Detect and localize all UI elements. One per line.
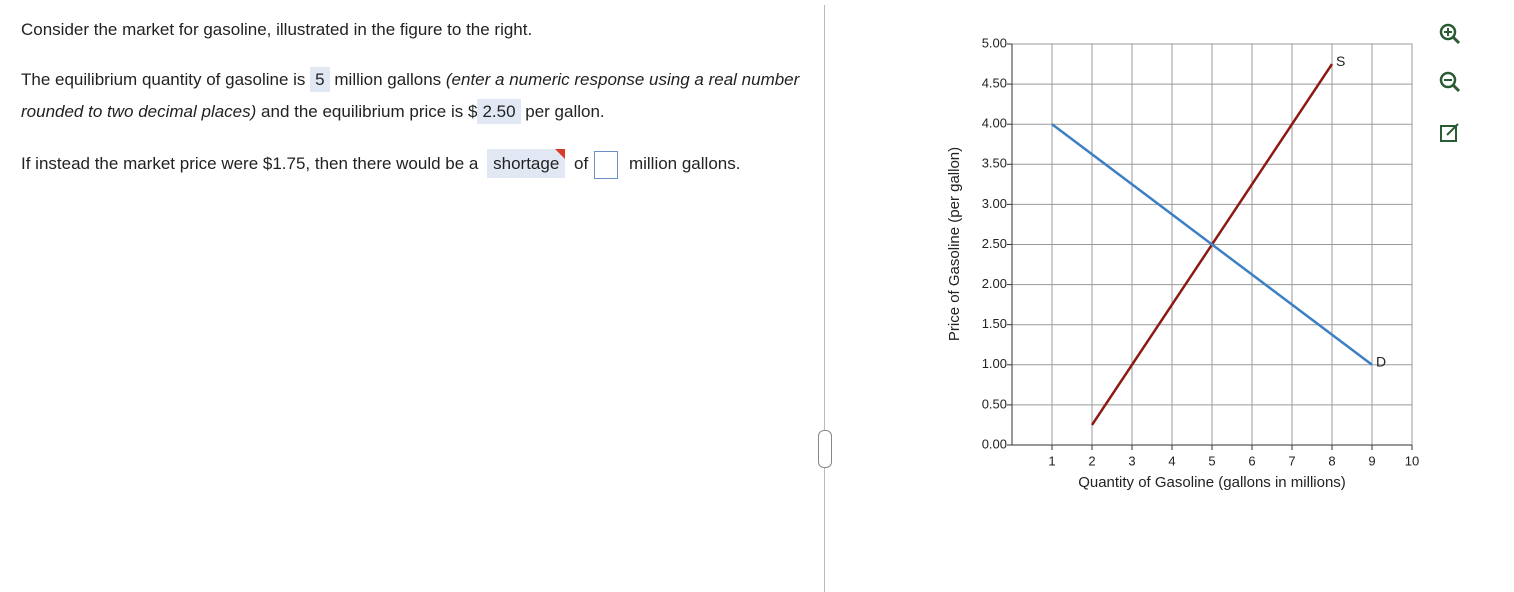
answer-input[interactable] xyxy=(594,150,619,179)
text: If instead the market price were $1.75, … xyxy=(21,154,479,173)
part2: If instead the market price were $1.75, … xyxy=(21,148,801,180)
text: million gallons. xyxy=(628,154,741,173)
hint: (enter a numeric response using a real n… xyxy=(21,70,800,121)
y-tick-label: 2.50 xyxy=(982,236,1007,251)
x-tick-label: 2 xyxy=(1088,453,1095,468)
curve-label: S xyxy=(1336,53,1345,69)
answer[interactable]: 2.50 xyxy=(477,99,521,124)
y-tick-label: 3.50 xyxy=(982,156,1007,171)
x-tick-label: 3 xyxy=(1128,453,1135,468)
pop-out[interactable] xyxy=(1440,123,1459,142)
curve xyxy=(1051,123,1373,366)
y-tick-label: 3.00 xyxy=(982,196,1007,211)
resize-handle[interactable] xyxy=(818,430,832,468)
question-panel: Consider the market for gasoline, illust… xyxy=(21,14,801,194)
text: The equilibrium quantity of gasoline is xyxy=(21,70,306,89)
x-tick-label: 1 xyxy=(1048,453,1055,468)
x-tick-label: 10 xyxy=(1405,453,1419,468)
text: million gallons xyxy=(334,70,442,89)
x-tick-label: 7 xyxy=(1288,453,1295,468)
y-axis-title: Price of Gasoline (per gallon) xyxy=(946,147,963,341)
y-tick-label: 5.00 xyxy=(982,35,1007,50)
part1: The equilibrium quantity of gasoline is … xyxy=(21,64,801,128)
x-tick-label: 9 xyxy=(1368,453,1375,468)
curve-label: D xyxy=(1376,354,1386,370)
intro: Consider the market for gasoline, illust… xyxy=(21,20,533,39)
x-tick-label: 8 xyxy=(1328,453,1335,468)
y-tick-label: 1.00 xyxy=(982,356,1007,371)
y-tick-label: 0.00 xyxy=(982,436,1007,451)
y-tick-label: 1.50 xyxy=(982,316,1007,331)
dropdown[interactable]: shortage xyxy=(487,149,566,178)
divider xyxy=(824,5,825,592)
x-tick-label: 5 xyxy=(1208,453,1215,468)
zoom-in[interactable] xyxy=(1439,23,1461,45)
chart: Price of Gasoline (per gallon) Quantity … xyxy=(946,23,1461,491)
text: of xyxy=(574,154,589,173)
text: and the equilibrium price is $ xyxy=(261,102,478,121)
y-tick-label: 4.50 xyxy=(982,76,1007,91)
answer[interactable]: 5 xyxy=(310,67,330,92)
zoom-out[interactable] xyxy=(1439,71,1461,93)
y-tick-label: 4.00 xyxy=(982,116,1007,131)
y-tick-label: 0.50 xyxy=(982,396,1007,411)
text: per gallon. xyxy=(525,102,605,121)
x-axis-title: Quantity of Gasoline (gallons in million… xyxy=(1078,474,1346,491)
x-tick-label: 4 xyxy=(1168,453,1175,468)
x-tick-label: 6 xyxy=(1248,453,1255,468)
y-tick-label: 2.00 xyxy=(982,276,1007,291)
